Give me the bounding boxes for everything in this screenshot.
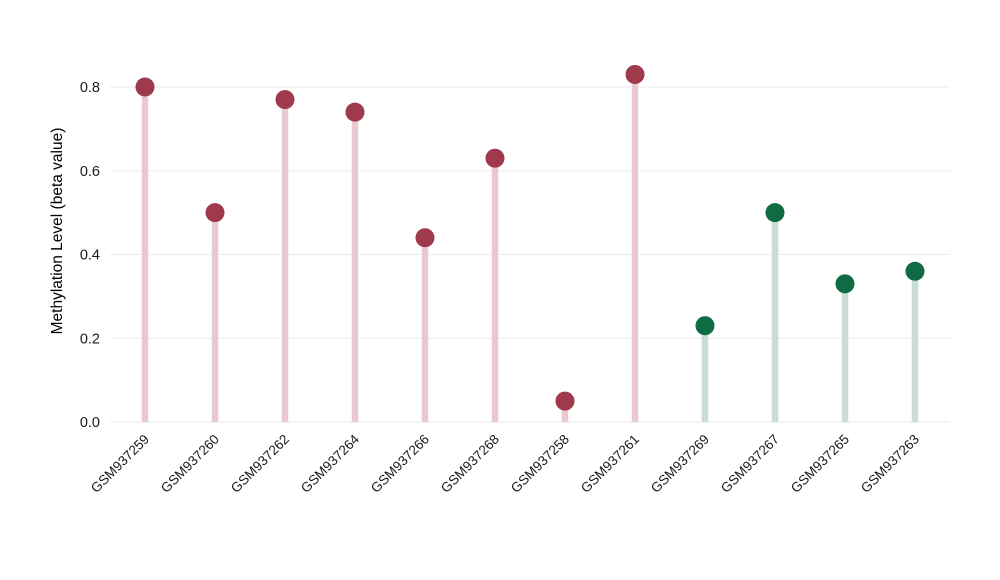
lollipop-dot	[625, 64, 645, 84]
lollipop-dot	[765, 203, 785, 223]
x-tick-label: GSM937266	[368, 432, 432, 496]
y-tick-label: 0.4	[80, 248, 100, 264]
x-tick-label: GSM937264	[298, 431, 363, 496]
x-tick-label: GSM937258	[508, 432, 572, 496]
lollipop-dot	[695, 316, 715, 336]
x-tick-label: GSM937268	[438, 432, 502, 496]
lollipop-dot	[205, 203, 225, 223]
lollipop-dot	[135, 77, 155, 97]
lollipop-dot	[275, 90, 295, 110]
x-tick-label: GSM937262	[228, 432, 292, 496]
lollipop-dot	[905, 261, 925, 281]
x-tick-label: GSM937260	[158, 432, 222, 496]
x-tick-label: GSM937267	[718, 432, 782, 496]
x-tick-label: GSM937269	[648, 432, 712, 496]
x-tick-label: GSM937263	[858, 432, 922, 496]
lollipop-dot	[415, 228, 435, 248]
y-tick-label: 0.8	[80, 80, 100, 96]
x-tick-label: GSM937261	[578, 432, 642, 496]
lollipop-dot	[345, 102, 365, 122]
x-tick-label: GSM937265	[788, 432, 852, 496]
y-tick-label: 0.6	[80, 164, 100, 180]
lollipop-dot	[835, 274, 855, 294]
y-tick-label: 0.2	[80, 331, 100, 347]
lollipop-dot	[485, 148, 505, 168]
lollipop-dot	[555, 391, 575, 411]
y-axis-title: Methylation Level (beta value)	[49, 128, 66, 335]
y-tick-label: 0.0	[80, 415, 100, 431]
x-tick-label: GSM937259	[88, 432, 152, 496]
